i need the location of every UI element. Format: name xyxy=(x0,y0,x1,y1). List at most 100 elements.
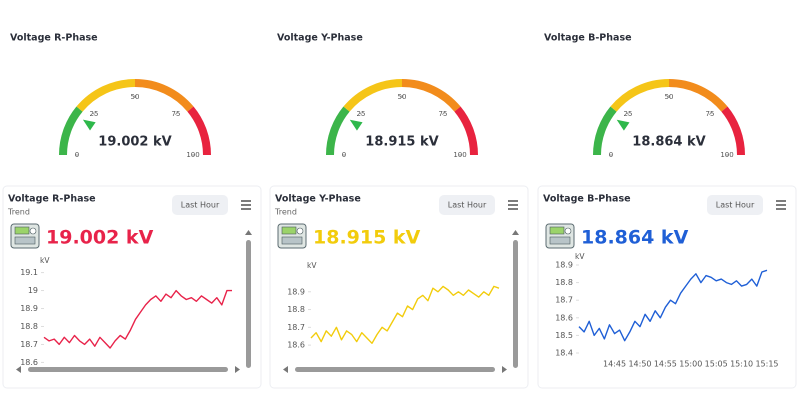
gauge-tick-label: 50 xyxy=(665,93,674,101)
y-tick-label: 18.5 xyxy=(555,331,573,340)
card xyxy=(537,185,797,389)
scroll-arrow-up[interactable] xyxy=(512,230,519,235)
meter-screen xyxy=(281,226,297,235)
x-tick-label: 14:55 xyxy=(654,360,677,369)
y-tick-label: 18.7 xyxy=(20,340,38,349)
gauge-band xyxy=(401,79,461,112)
card-title: Voltage B-Phase xyxy=(543,194,631,205)
x-tick-label: 14:50 xyxy=(628,360,651,369)
time-range-button-label[interactable]: Last Hour xyxy=(448,201,487,210)
time-range-button-label[interactable]: Last Hour xyxy=(181,201,220,210)
scroll-arrow-left[interactable] xyxy=(283,366,288,373)
gauge-tick-label: 100 xyxy=(720,151,733,159)
scroll-arrow-left[interactable] xyxy=(16,366,21,373)
gauge-value: 18.915 kV xyxy=(365,135,438,150)
gauge-tick xyxy=(359,112,363,116)
gauge-tick-label: 0 xyxy=(342,151,346,159)
card-title: Voltage R-Phase xyxy=(8,194,96,205)
y-tick-label: 19.1 xyxy=(20,268,38,277)
gauge-tick-label: 0 xyxy=(609,151,613,159)
meter-icon xyxy=(545,223,575,249)
gauge-title: Voltage Y-Phase xyxy=(277,33,363,44)
meter-icon xyxy=(277,223,307,249)
y-tick-label: 18.9 xyxy=(20,304,38,313)
y-axis-label: kV xyxy=(40,256,50,265)
y-tick-label: 18.8 xyxy=(20,322,38,331)
menu-button[interactable] xyxy=(508,200,518,210)
horizontal-scrollbar[interactable] xyxy=(295,367,495,372)
headline-value: 18.864 kV xyxy=(581,227,689,249)
gauge-band xyxy=(610,79,670,112)
x-tick-label: 15:15 xyxy=(755,360,778,369)
gauge-tick xyxy=(174,112,178,116)
x-tick-label: 15:05 xyxy=(705,360,728,369)
meter-dial xyxy=(29,227,37,235)
gauge-pointer xyxy=(82,119,96,131)
horizontal-scrollbar[interactable] xyxy=(28,367,228,372)
gauge-tick-label: 75 xyxy=(172,110,181,118)
menu-button[interactable] xyxy=(776,200,786,210)
gauge-tick-label: 25 xyxy=(624,110,633,118)
gauge-title: Voltage B-Phase xyxy=(544,33,632,44)
gauge-tick-label: 50 xyxy=(398,93,407,101)
headline-value: 19.002 kV xyxy=(46,227,154,249)
y-axis-label: kV xyxy=(575,252,585,261)
gauge-tick-label: 75 xyxy=(706,110,715,118)
time-range-button-label[interactable]: Last Hour xyxy=(716,201,755,210)
gauge-band xyxy=(721,106,745,156)
y-tick-label: 18.6 xyxy=(287,341,305,350)
vertical-scrollbar[interactable] xyxy=(513,240,518,368)
trend-line xyxy=(310,285,500,344)
gauge-value: 19.002 kV xyxy=(98,135,171,150)
x-tick-label: 15:10 xyxy=(730,360,753,369)
x-tick-label: 15:00 xyxy=(679,360,702,369)
gauge-band xyxy=(343,79,403,112)
y-tick-label: 18.7 xyxy=(287,323,305,332)
y-tick-label: 18.8 xyxy=(287,305,305,314)
time-range-button[interactable] xyxy=(172,195,228,215)
gauge-tick-label: 50 xyxy=(131,93,140,101)
y-tick-label: 18.9 xyxy=(555,261,573,270)
gauge-band xyxy=(668,79,728,112)
y-tick-label: 18.4 xyxy=(555,349,573,358)
trend-line xyxy=(43,289,232,349)
gauge-tick xyxy=(626,112,630,116)
gauge-band xyxy=(134,79,194,112)
scroll-arrow-up[interactable] xyxy=(245,230,252,235)
meter-keys xyxy=(14,236,36,245)
scroll-arrow-right[interactable] xyxy=(502,366,507,373)
menu-button[interactable] xyxy=(241,200,251,210)
card xyxy=(2,185,262,389)
card-title: Voltage Y-Phase xyxy=(275,194,361,205)
y-tick-label: 18.9 xyxy=(287,287,305,296)
trend-line xyxy=(578,269,768,342)
gauge-band xyxy=(326,106,350,156)
y-axis-label: kV xyxy=(307,261,317,270)
meter-dial xyxy=(564,227,572,235)
time-range-button[interactable] xyxy=(439,195,495,215)
gauge-tick xyxy=(441,112,445,116)
gauge-tick xyxy=(92,112,96,116)
y-tick-label: 18.8 xyxy=(555,278,573,287)
gauge-pointer xyxy=(616,119,630,131)
gauge-tick xyxy=(708,112,712,116)
scroll-arrow-right[interactable] xyxy=(235,366,240,373)
gauge-pointer xyxy=(349,119,363,131)
y-tick-label: 18.6 xyxy=(20,358,38,367)
y-tick-label: 18.6 xyxy=(555,313,573,322)
y-tick-label: 18.7 xyxy=(555,296,573,305)
time-range-button[interactable] xyxy=(707,195,763,215)
gauge-tick-label: 75 xyxy=(439,110,448,118)
gauge-band xyxy=(593,106,617,156)
card-subtitle: Trend xyxy=(7,208,30,217)
card xyxy=(269,185,529,389)
vertical-scrollbar[interactable] xyxy=(246,240,251,368)
meter-screen xyxy=(14,226,30,235)
gauge-band xyxy=(59,106,83,156)
gauge-title: Voltage R-Phase xyxy=(10,33,98,44)
headline-value: 18.915 kV xyxy=(313,227,421,249)
gauge-tick-label: 25 xyxy=(90,110,99,118)
gauge-tick-label: 25 xyxy=(357,110,366,118)
